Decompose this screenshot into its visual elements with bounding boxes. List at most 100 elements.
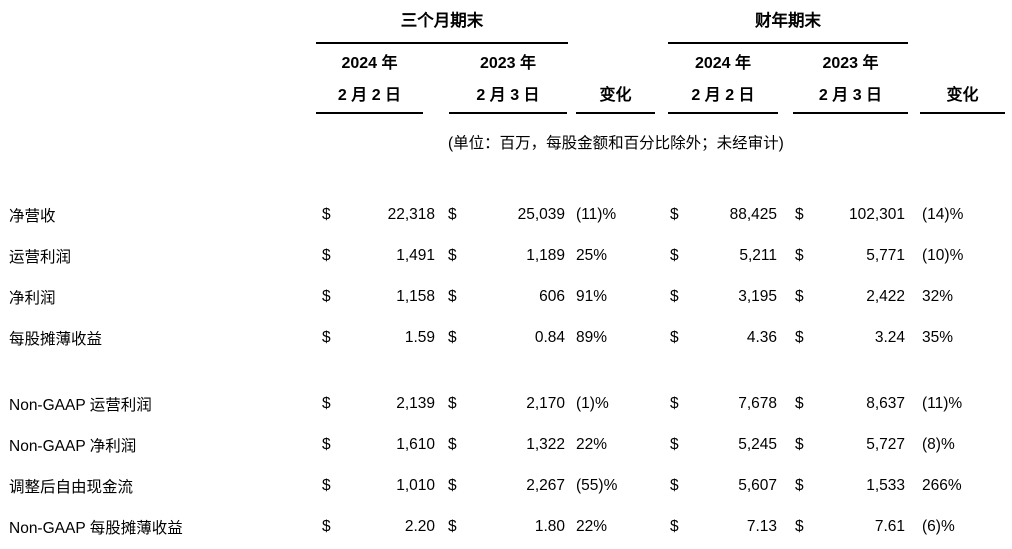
currency-symbol: $ <box>448 476 457 494</box>
currency-symbol: $ <box>795 328 804 346</box>
value-cell: $102,301 <box>793 206 908 224</box>
amount-value: 4.36 <box>746 328 777 346</box>
group-header-fiscal-year: 财年期末 <box>668 0 908 44</box>
value-cell: $1.59 <box>316 329 438 347</box>
amount-value: 5,211 <box>739 246 777 264</box>
group-header-three-months: 三个月期末 <box>316 0 568 44</box>
group-header-fiscal-year-label: 财年期末 <box>668 9 908 44</box>
amount-value: 5,727 <box>866 435 905 453</box>
amount-value: 606 <box>539 287 565 305</box>
value-cell: $1,010 <box>316 477 438 495</box>
currency-symbol: $ <box>322 435 331 453</box>
value-cell: $2,170 <box>448 395 568 413</box>
value-cell: $25,039 <box>448 206 568 224</box>
currency-symbol: $ <box>448 435 457 453</box>
change-value: (1)% <box>576 394 609 412</box>
currency-symbol: $ <box>795 394 804 412</box>
col-header-q-change: 变化 <box>576 44 656 116</box>
amount-value: 1.59 <box>404 328 435 346</box>
col-header-q2023-year: 2023 年 <box>479 55 537 72</box>
col-header-fy2023-year: 2023 年 <box>822 55 879 72</box>
table-row: 调整后自由现金流 $1,010 $2,267 (55)% $5,607 $1,5… <box>0 465 1012 506</box>
value-cell: $2,267 <box>448 477 568 495</box>
value-cell: $8,637 <box>793 395 908 413</box>
col-header-q2024: 2024 年 2 月 2 日 <box>316 44 438 116</box>
value-cell: $606 <box>448 288 568 306</box>
value-cell: $5,727 <box>793 436 908 454</box>
row-label: Non-GAAP 净利润 <box>9 437 137 455</box>
currency-symbol: $ <box>670 476 679 494</box>
change-value: 25% <box>576 246 608 264</box>
amount-value: 1,010 <box>396 476 435 494</box>
value-cell: $0.84 <box>448 329 568 347</box>
value-cell: $2,139 <box>316 395 438 413</box>
value-cell: $3,195 <box>668 288 780 306</box>
currency-symbol: $ <box>670 205 679 223</box>
amount-value: 2,139 <box>396 394 435 412</box>
amount-value: 1,610 <box>396 435 435 453</box>
amount-value: 1.80 <box>534 517 565 535</box>
change-value: 32% <box>922 287 954 305</box>
value-cell: $1,610 <box>316 436 438 454</box>
column-header-row: 2024 年 2 月 2 日 2023 年 2 月 3 日 变化 2024 年 … <box>0 44 1012 116</box>
amount-value: 2,267 <box>526 476 565 494</box>
value-cell: $2.20 <box>316 518 438 536</box>
group-header-row: 三个月期末 财年期末 <box>0 0 1012 44</box>
currency-symbol: $ <box>322 517 331 535</box>
amount-value: 1,158 <box>396 287 435 305</box>
currency-symbol: $ <box>322 394 331 412</box>
table-row: Non-GAAP 净利润 $1,610 $1,322 22% $5,245 $5… <box>0 424 1012 465</box>
row-label: Non-GAAP 运营利润 <box>9 396 152 414</box>
change-value: 22% <box>576 435 608 453</box>
amount-value: 8,637 <box>866 394 905 412</box>
amount-value: 1,322 <box>526 435 565 453</box>
value-cell: $22,318 <box>316 206 438 224</box>
amount-value: 1,491 <box>396 246 435 264</box>
currency-symbol: $ <box>322 205 331 223</box>
amount-value: 3.24 <box>874 328 905 346</box>
value-cell: $1,533 <box>793 477 908 495</box>
col-header-q2024-date: 2 月 2 日 <box>337 87 402 104</box>
change-value: 266% <box>922 476 962 494</box>
value-cell: $1,158 <box>316 288 438 306</box>
currency-symbol: $ <box>795 517 804 535</box>
units-note-row: (单位：百万，每股金额和百分比除外；未经审计) <box>0 116 1012 160</box>
value-cell: $7.61 <box>793 518 908 536</box>
table-row: Non-GAAP 运营利润 $2,139 $2,170 (1)% $7,678 … <box>0 383 1012 424</box>
table-row: 每股摊薄收益 $1.59 $0.84 89% $4.36 $3.24 35% <box>0 317 1012 358</box>
table-row: 净利润 $1,158 $606 91% $3,195 $2,422 32% <box>0 276 1012 317</box>
currency-symbol: $ <box>670 328 679 346</box>
currency-symbol: $ <box>448 287 457 305</box>
col-header-fy-change: 变化 <box>920 44 1005 116</box>
amount-value: 3,195 <box>738 287 777 305</box>
change-value: (10)% <box>922 246 964 264</box>
amount-value: 7.13 <box>746 517 777 535</box>
units-note: (单位：百万，每股金额和百分比除外；未经审计) <box>448 135 784 152</box>
row-label: 净营收 <box>9 207 56 225</box>
row-label: Non-GAAP 每股摊薄收益 <box>9 519 183 537</box>
col-header-q2023: 2023 年 2 月 3 日 <box>448 44 568 116</box>
currency-symbol: $ <box>448 328 457 346</box>
value-cell: $1.80 <box>448 518 568 536</box>
col-header-fy2024-year: 2024 年 <box>694 55 752 72</box>
currency-symbol: $ <box>795 205 804 223</box>
change-value: 89% <box>576 328 608 346</box>
value-cell: $2,422 <box>793 288 908 306</box>
value-cell: $1,322 <box>448 436 568 454</box>
value-cell: $3.24 <box>793 329 908 347</box>
table-row: 运营利润 $1,491 $1,189 25% $5,211 $5,771 (10… <box>0 235 1012 276</box>
amount-value: 5,245 <box>738 435 777 453</box>
currency-symbol: $ <box>670 287 679 305</box>
value-cell: $5,245 <box>668 436 780 454</box>
currency-symbol: $ <box>795 435 804 453</box>
row-label: 运营利润 <box>9 248 72 266</box>
amount-value: 5,607 <box>738 476 777 494</box>
amount-value: 1,533 <box>866 476 905 494</box>
value-cell: $5,607 <box>668 477 780 495</box>
value-cell: $88,425 <box>668 206 780 224</box>
change-value: (11)% <box>922 394 963 412</box>
change-value: 22% <box>576 517 608 535</box>
col-header-fy-change-label: 变化 <box>946 87 979 104</box>
change-value: 35% <box>922 328 954 346</box>
amount-value: 0.84 <box>534 328 565 346</box>
